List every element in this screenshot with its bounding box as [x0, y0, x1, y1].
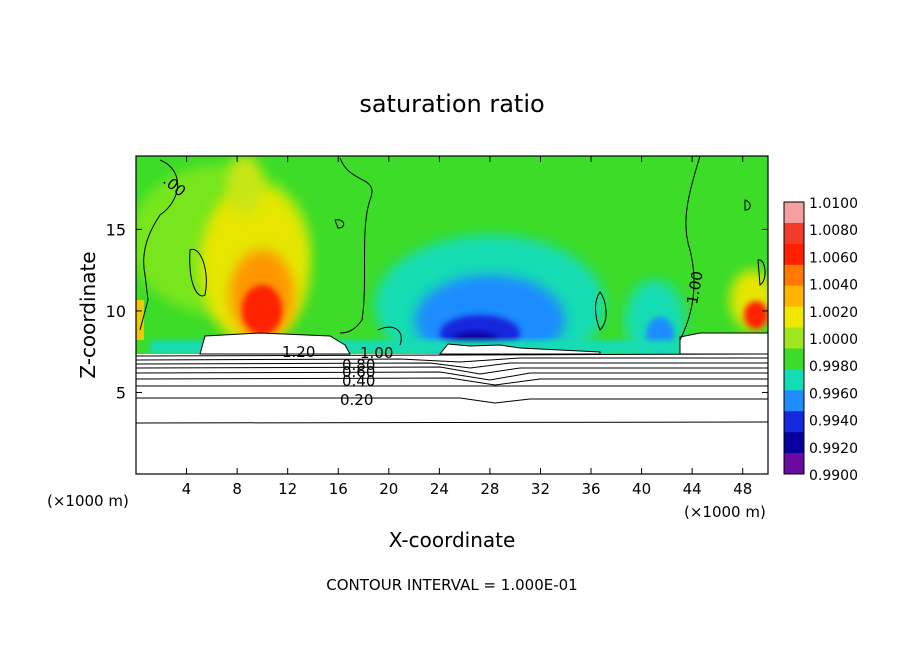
x-tick-label: 20 — [379, 480, 398, 498]
contour-line — [136, 421, 768, 424]
cloud-blob-left — [199, 332, 351, 355]
contour-line — [334, 219, 345, 229]
contour-line — [595, 291, 607, 331]
colorbar-label: 1.0020 — [809, 305, 858, 321]
y-tick-label: 15 — [106, 220, 126, 239]
field-strip-yellow-left — [136, 300, 144, 340]
y-axis-label: Z-coordinate — [76, 251, 100, 378]
y-tick-label: 10 — [106, 302, 126, 321]
colorbar-label: 0.9920 — [809, 441, 858, 457]
contour-line — [679, 156, 701, 341]
contour-label: 0.20 — [340, 391, 373, 409]
colorbar-label: 1.0060 — [809, 250, 858, 266]
contour-interval-note: CONTOUR INTERVAL = 1.000E-01 — [326, 576, 577, 594]
x-tick-label: 44 — [683, 480, 702, 498]
contour-line — [136, 366, 768, 375]
contour-label: 0.80 — [342, 356, 375, 374]
colorbar-label: 1.0100 — [809, 196, 858, 212]
colorbar-swatch — [784, 264, 804, 287]
contour-line — [377, 326, 402, 346]
contour-label: 1.20 — [282, 343, 315, 361]
colorbar-swatch — [784, 369, 804, 391]
colorbar-labels: 1.0100 1.0080 1.0060 1.0040 1.0020 1.0000 0.99… — [809, 196, 858, 484]
x-unit-right: (×1000 m) — [684, 503, 766, 521]
field-yellow-top — [227, 156, 263, 215]
x-tick-label: 48 — [733, 480, 752, 498]
colorbar-swatch — [784, 348, 804, 370]
contour-label: 0.40 — [342, 372, 375, 390]
colorbar-label: 0.9960 — [809, 386, 858, 402]
x-tick-label: 28 — [480, 480, 499, 498]
cloud-blob-center — [438, 343, 601, 355]
colorbar-swatch — [784, 453, 804, 475]
contour-line — [136, 362, 768, 369]
x-tick-label: 40 — [632, 480, 651, 498]
y-tick-label: 5 — [116, 383, 126, 402]
contour-label: 1.00 — [360, 344, 393, 362]
x-axis-label: X-coordinate — [389, 528, 516, 552]
x-tick-label: 24 — [430, 480, 449, 498]
x-tick-label: 32 — [531, 480, 550, 498]
field-red-left — [242, 285, 282, 335]
contour-line — [757, 259, 766, 286]
lower-layer — [136, 354, 768, 474]
colorbar-label: 1.0000 — [809, 332, 858, 348]
contour-line — [189, 248, 207, 297]
y-axis-ticks: 5 10 15 — [106, 220, 768, 402]
x-axis-ticks: 4 8 12 16 20 24 28 32 36 40 44 48 — [182, 156, 752, 498]
contour-line — [136, 377, 768, 386]
colorbar-swatch — [784, 390, 804, 412]
contour-line — [139, 159, 179, 331]
x-tick-label: 16 — [329, 480, 348, 498]
contour-line — [136, 353, 768, 357]
colorbar-swatch — [784, 285, 804, 308]
x-tick-label: 12 — [278, 480, 297, 498]
plot-area: 1.20 1.00 0.80 0.60 0.40 0.20 .00 1.00 — [136, 156, 768, 474]
colorbar-swatch — [784, 411, 804, 433]
colorbar-label: 0.9980 — [809, 359, 858, 375]
colorbar-swatch — [784, 432, 804, 454]
chart-title: saturation ratio — [359, 90, 544, 118]
field-red-right — [744, 301, 768, 329]
colorbar-swatch — [784, 202, 804, 224]
colorbar-swatch — [784, 222, 804, 245]
contour-line — [339, 157, 373, 334]
colorbar-label: 0.9940 — [809, 414, 858, 430]
contour-label: 0.60 — [342, 363, 375, 381]
x-tick-label: 4 — [182, 480, 192, 498]
plot-frame — [135, 155, 769, 475]
colorbar-frame — [783, 201, 805, 475]
colorbar-label: 0.9900 — [809, 468, 858, 484]
contour-line — [744, 199, 751, 211]
x-tick-label: 36 — [581, 480, 600, 498]
colorbar-label: 1.0080 — [809, 223, 858, 239]
colorbar — [783, 201, 805, 475]
colorbar-label: 1.0040 — [809, 278, 858, 294]
contour-line — [136, 397, 768, 404]
colorbar-swatch — [784, 243, 804, 266]
cloud-blob-right — [679, 332, 768, 355]
contour-lines — [136, 156, 768, 424]
contour-label: 1.00 — [683, 270, 707, 306]
contour-line — [136, 371, 768, 381]
colorbar-swatch — [784, 327, 804, 349]
x-unit-left: (×1000 m) — [47, 492, 129, 510]
x-tick-label: 8 — [232, 480, 242, 498]
contour-line — [136, 357, 768, 363]
saturation-field — [136, 156, 768, 375]
colorbar-swatch — [784, 306, 804, 329]
